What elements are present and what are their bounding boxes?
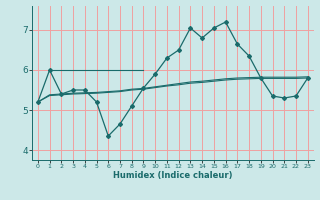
X-axis label: Humidex (Indice chaleur): Humidex (Indice chaleur): [113, 171, 233, 180]
